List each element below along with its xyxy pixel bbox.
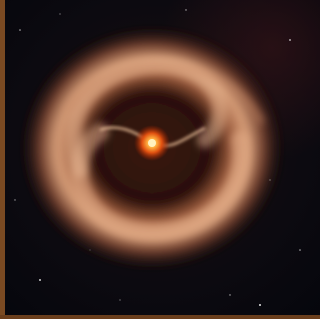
page: [0, 0, 320, 319]
star: [148, 139, 156, 147]
disk-image: [0, 0, 320, 319]
bottom-frame: [0, 315, 320, 319]
left-frame: [0, 0, 5, 319]
